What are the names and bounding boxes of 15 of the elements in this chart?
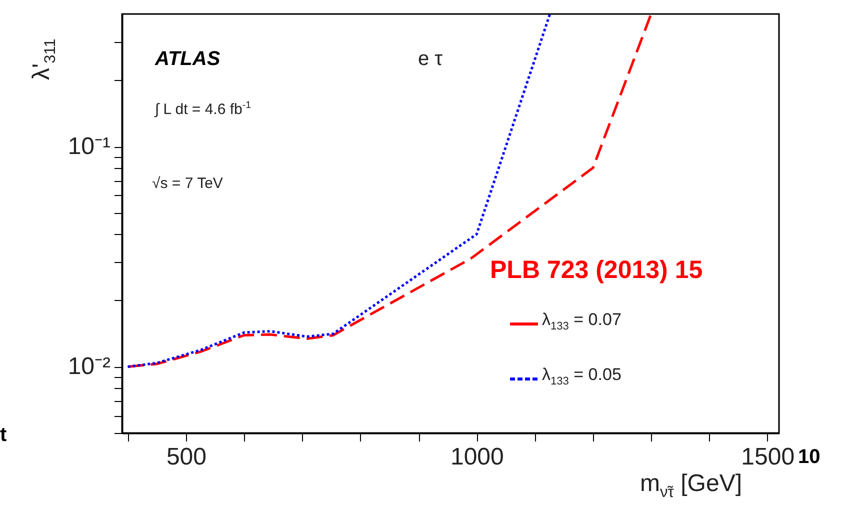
annotation: e τ <box>418 48 443 71</box>
y-tick-label: 10⁻² <box>68 353 111 380</box>
x-tick-label: 500 <box>166 444 206 470</box>
annotation: PLB 723 (2013) 15 <box>490 256 703 285</box>
annotation: ∫ L dt = 4.6 fb$^{-1}$ <box>155 100 252 118</box>
x-tick-label: 1000 <box>450 444 504 470</box>
y-tick-label: 10⁻¹ <box>68 133 111 160</box>
x-axis-title: m$_{ν̃τ}$ [GeV] <box>640 470 742 502</box>
x-tick-label: 1500 <box>741 444 795 470</box>
text: 10 <box>798 446 820 469</box>
legend-label: λ$_{133}$ = 0.07 <box>542 310 622 332</box>
legend-label: λ$_{133}$ = 0.05 <box>542 365 622 388</box>
annotation: ATLAS <box>155 48 220 71</box>
text: t <box>0 424 7 447</box>
annotation: √s = 7 TeV <box>152 175 223 192</box>
